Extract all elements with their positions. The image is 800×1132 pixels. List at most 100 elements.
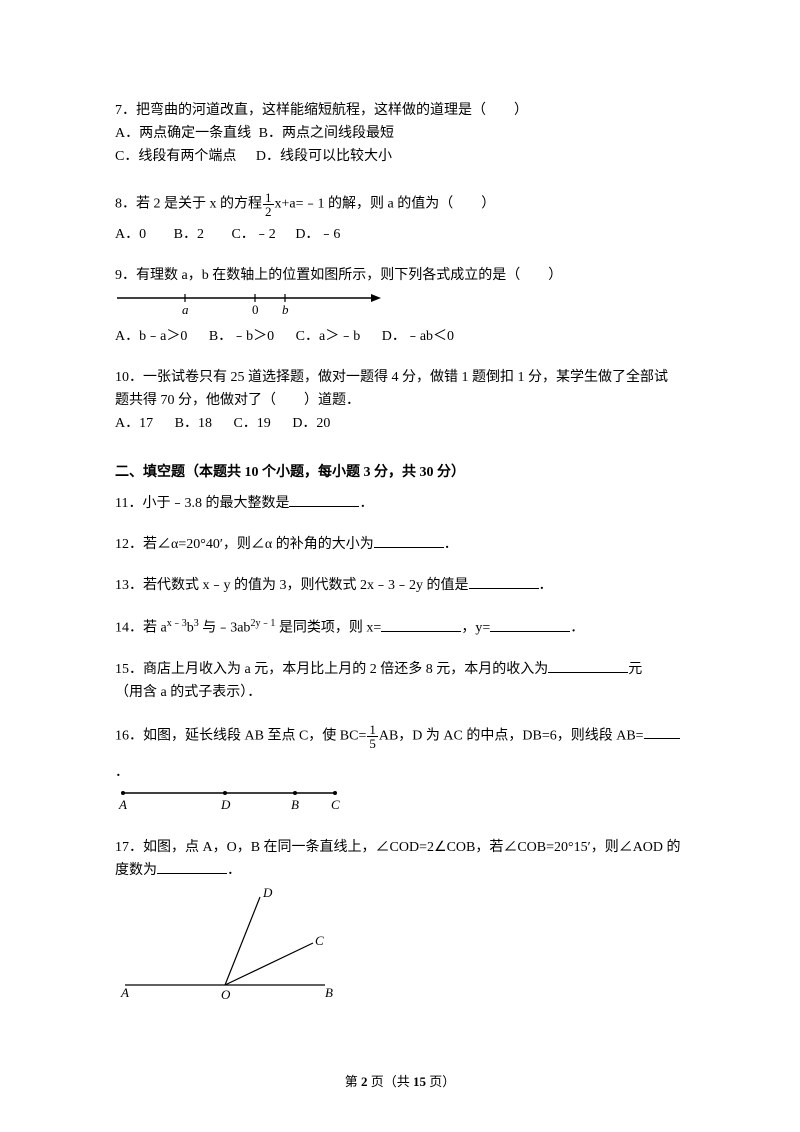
q14-mid2: 与﹣3ab bbox=[199, 621, 251, 636]
q17-blank bbox=[157, 860, 227, 874]
q14-mid1: b bbox=[187, 621, 194, 636]
question-17: 17．如图，点 A，O，B 在同一条直线上，∠COD=2∠COB，若∠COB=2… bbox=[115, 837, 685, 1005]
q9-label-a: a bbox=[182, 302, 189, 317]
q9-options: A．b﹣a＞0 B．﹣b＞0 C．a＞﹣b D．﹣ab＜0 bbox=[115, 326, 685, 347]
q17-label-b: B bbox=[325, 985, 333, 1000]
q8-opt-b: B．2 bbox=[174, 227, 204, 242]
q7-opt-c: C．线段有两个端点 bbox=[115, 149, 236, 164]
q14-blank-1 bbox=[381, 618, 461, 632]
q16-dot: ． bbox=[115, 762, 685, 783]
q7-opt-a: A．两点确定一条直线 bbox=[115, 126, 251, 141]
q15-blank bbox=[548, 659, 628, 673]
q10-line2: 题共得 70 分，他做对了（ ）道题． bbox=[115, 390, 685, 411]
q8-post: x+a=﹣1 的解，则 a 的值为（ ） bbox=[275, 197, 496, 212]
q7-opt-d: D．线段可以比较大小 bbox=[256, 149, 392, 164]
q8-opt-c: C．﹣2 bbox=[231, 227, 275, 242]
footer-pre: 第 bbox=[345, 1074, 361, 1089]
q16-frac-num: 1 bbox=[367, 723, 378, 737]
question-8: 8．若 2 是关于 x 的方程12x+a=﹣1 的解，则 a 的值为（ ） A．… bbox=[115, 191, 685, 245]
q15-line2: （用含 a 的式子表示）． bbox=[115, 682, 685, 703]
q10-opt-c: C．19 bbox=[233, 416, 270, 431]
q9-text: 9．有理数 a，b 在数轴上的位置如图所示，则下列各式成立的是（ ） bbox=[115, 265, 685, 286]
question-13: 13．若代数式 x﹣y 的值为 3，则代数式 2x﹣3﹣2y 的值是 ． bbox=[115, 575, 685, 596]
q10-opt-d: D．20 bbox=[292, 416, 330, 431]
q9-label-0: 0 bbox=[252, 302, 259, 317]
q9-opt-d: D．﹣ab＜0 bbox=[382, 329, 454, 344]
q9-opt-b: B．﹣b＞0 bbox=[209, 329, 274, 344]
q14-pre: 14．若 a bbox=[115, 621, 167, 636]
q16-frac-den: 5 bbox=[367, 737, 378, 750]
q10-line1: 10．一张试卷只有 25 道选择题，做对一题得 4 分，做错 1 题倒扣 1 分… bbox=[115, 367, 685, 388]
question-10: 10．一张试卷只有 25 道选择题，做对一题得 4 分，做错 1 题倒扣 1 分… bbox=[115, 367, 685, 434]
q8-opt-a: A．0 bbox=[115, 227, 146, 242]
number-line-svg: a 0 b bbox=[115, 292, 385, 318]
q11-blank bbox=[289, 493, 359, 507]
q16-label-d: D bbox=[220, 797, 231, 811]
footer-total: 15 bbox=[413, 1074, 426, 1089]
q15-post: 元 bbox=[628, 662, 642, 677]
q16-label-b: B bbox=[291, 797, 299, 811]
q14-mid3: 是同类项，则 x= bbox=[275, 621, 381, 636]
q8-opt-d: D．﹣6 bbox=[295, 227, 340, 242]
q9-number-line: a 0 b bbox=[115, 288, 685, 324]
q10-options: A．17 B．18 C．19 D．20 bbox=[115, 413, 685, 434]
q16-label-a: A bbox=[118, 797, 127, 811]
q17-label-d: D bbox=[262, 885, 273, 900]
footer-mid: 页（共 bbox=[367, 1074, 413, 1089]
q15-pre: 15．商店上月收入为 a 元，本月比上月的 2 倍还多 8 元，本月的收入为 bbox=[115, 662, 548, 677]
q17-line1: 17．如图，点 A，O，B 在同一条直线上，∠COD=2∠COB，若∠COB=2… bbox=[115, 837, 685, 858]
q9-label-b: b bbox=[282, 302, 289, 317]
q12-post: ． bbox=[444, 537, 458, 552]
q14-exp3: 2y﹣1 bbox=[250, 618, 275, 629]
q7-text: 7．把弯曲的河道改直，这样能缩短航程，这样做的道理是（ ） bbox=[115, 100, 685, 121]
q16-pre: 16．如图，延长线段 AB 至点 C，使 BC= bbox=[115, 728, 366, 743]
q7-opt-b: B．两点之间线段最短 bbox=[259, 126, 394, 141]
q11-pre: 11．小于﹣3.8 的最大整数是 bbox=[115, 496, 289, 511]
q7-options-2: C．线段有两个端点 D．线段可以比较大小 bbox=[115, 146, 685, 167]
section-2-title: 二、填空题（本题共 10 个小题，每小题 3 分，共 30 分） bbox=[115, 462, 685, 483]
q11-post: ． bbox=[359, 496, 373, 511]
question-15: 15．商店上月收入为 a 元，本月比上月的 2 倍还多 8 元，本月的收入为元 … bbox=[115, 659, 685, 703]
q16-figure: A D B C bbox=[115, 783, 685, 817]
q14-blank-2 bbox=[490, 618, 570, 632]
q14-sep: ，y= bbox=[461, 621, 490, 636]
question-14: 14．若 ax﹣3b3 与﹣3ab2y﹣1 是同类项，则 x=，y=． bbox=[115, 616, 685, 639]
q9-opt-a: A．b﹣a＞0 bbox=[115, 329, 187, 344]
page-footer: 第 2 页（共 15 页） bbox=[0, 1071, 800, 1090]
q8-text: 8．若 2 是关于 x 的方程12x+a=﹣1 的解，则 a 的值为（ ） bbox=[115, 191, 685, 218]
q8-fraction: 12 bbox=[263, 191, 274, 218]
q7-options: A．两点确定一条直线 B．两点之间线段最短 bbox=[115, 123, 685, 144]
q17-line2-pre: 度数为 bbox=[115, 863, 157, 878]
q16-post: AB，D 为 AC 的中点，DB=6，则线段 AB= bbox=[379, 728, 644, 743]
question-11: 11．小于﹣3.8 的最大整数是 ． bbox=[115, 493, 685, 514]
q12-blank bbox=[374, 534, 444, 548]
q8-frac-num: 1 bbox=[263, 191, 274, 205]
q17-line2-post: ． bbox=[227, 863, 241, 878]
question-7: 7．把弯曲的河道改直，这样能缩短航程，这样做的道理是（ ） A．两点确定一条直线… bbox=[115, 100, 685, 167]
q12-pre: 12．若∠α=20°40′，则∠α 的补角的大小为 bbox=[115, 537, 374, 552]
q17-label-a: A bbox=[120, 985, 129, 1000]
q17-figure: A O B C D bbox=[115, 885, 685, 1005]
page-content: 7．把弯曲的河道改直，这样能缩短航程，这样做的道理是（ ） A．两点确定一条直线… bbox=[0, 0, 800, 1005]
q8-frac-den: 2 bbox=[263, 205, 274, 218]
q17-svg: A O B C D bbox=[115, 885, 345, 1005]
q17-label-c: C bbox=[315, 933, 324, 948]
q14-exp1: x﹣3 bbox=[167, 618, 187, 629]
q14-post: ． bbox=[570, 621, 584, 636]
footer-post: 页） bbox=[426, 1074, 455, 1089]
q17-label-o: O bbox=[221, 987, 231, 1002]
q8-pre: 8．若 2 是关于 x 的方程 bbox=[115, 197, 262, 212]
question-12: 12．若∠α=20°40′，则∠α 的补角的大小为 ． bbox=[115, 534, 685, 555]
q10-opt-b: B．18 bbox=[175, 416, 212, 431]
q16-label-c: C bbox=[331, 797, 340, 811]
q13-pre: 13．若代数式 x﹣y 的值为 3，则代数式 2x﹣3﹣2y 的值是 bbox=[115, 578, 469, 593]
q8-options: A．0 B．2 C．﹣2 D．﹣6 bbox=[115, 224, 685, 245]
q16-blank bbox=[644, 725, 680, 739]
q13-blank bbox=[469, 575, 539, 589]
q13-post: ． bbox=[539, 578, 553, 593]
q16-fraction: 15 bbox=[367, 723, 378, 750]
question-16: 16．如图，延长线段 AB 至点 C，使 BC=15AB，D 为 AC 的中点，… bbox=[115, 723, 685, 817]
q9-opt-c: C．a＞﹣b bbox=[296, 329, 361, 344]
q16-svg: A D B C bbox=[115, 787, 355, 811]
question-9: 9．有理数 a，b 在数轴上的位置如图所示，则下列各式成立的是（ ） a 0 b… bbox=[115, 265, 685, 347]
